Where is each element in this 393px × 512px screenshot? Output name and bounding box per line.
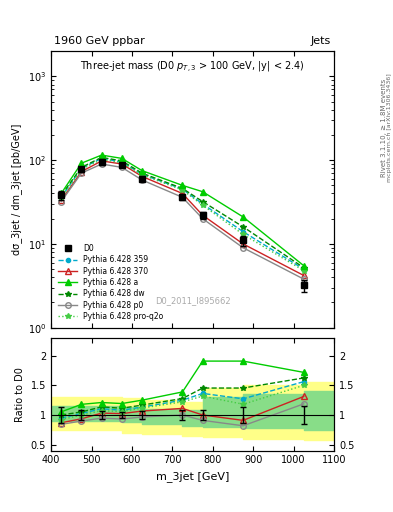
Text: D0_2011_I895662: D0_2011_I895662 <box>155 296 230 306</box>
Y-axis label: Ratio to D0: Ratio to D0 <box>15 367 25 422</box>
X-axis label: m_3jet [GeV]: m_3jet [GeV] <box>156 471 229 482</box>
Text: Rivet 3.1.10, ≥ 1.8M events: Rivet 3.1.10, ≥ 1.8M events <box>381 79 387 177</box>
Text: mcplots.cern.ch [arXiv:1306.3436]: mcplots.cern.ch [arXiv:1306.3436] <box>387 74 392 182</box>
Y-axis label: dσ_3jet / dm_3jet [pb/GeV]: dσ_3jet / dm_3jet [pb/GeV] <box>11 124 22 255</box>
Legend: D0, Pythia 6.428 359, Pythia 6.428 370, Pythia 6.428 a, Pythia 6.428 dw, Pythia : D0, Pythia 6.428 359, Pythia 6.428 370, … <box>55 241 167 324</box>
Text: Three-jet mass (D0 $p_{T,3}$ > 100 GeV, |y| < 2.4): Three-jet mass (D0 $p_{T,3}$ > 100 GeV, … <box>80 59 305 74</box>
Text: Jets: Jets <box>311 36 331 46</box>
Text: 1960 GeV ppbar: 1960 GeV ppbar <box>54 36 145 46</box>
